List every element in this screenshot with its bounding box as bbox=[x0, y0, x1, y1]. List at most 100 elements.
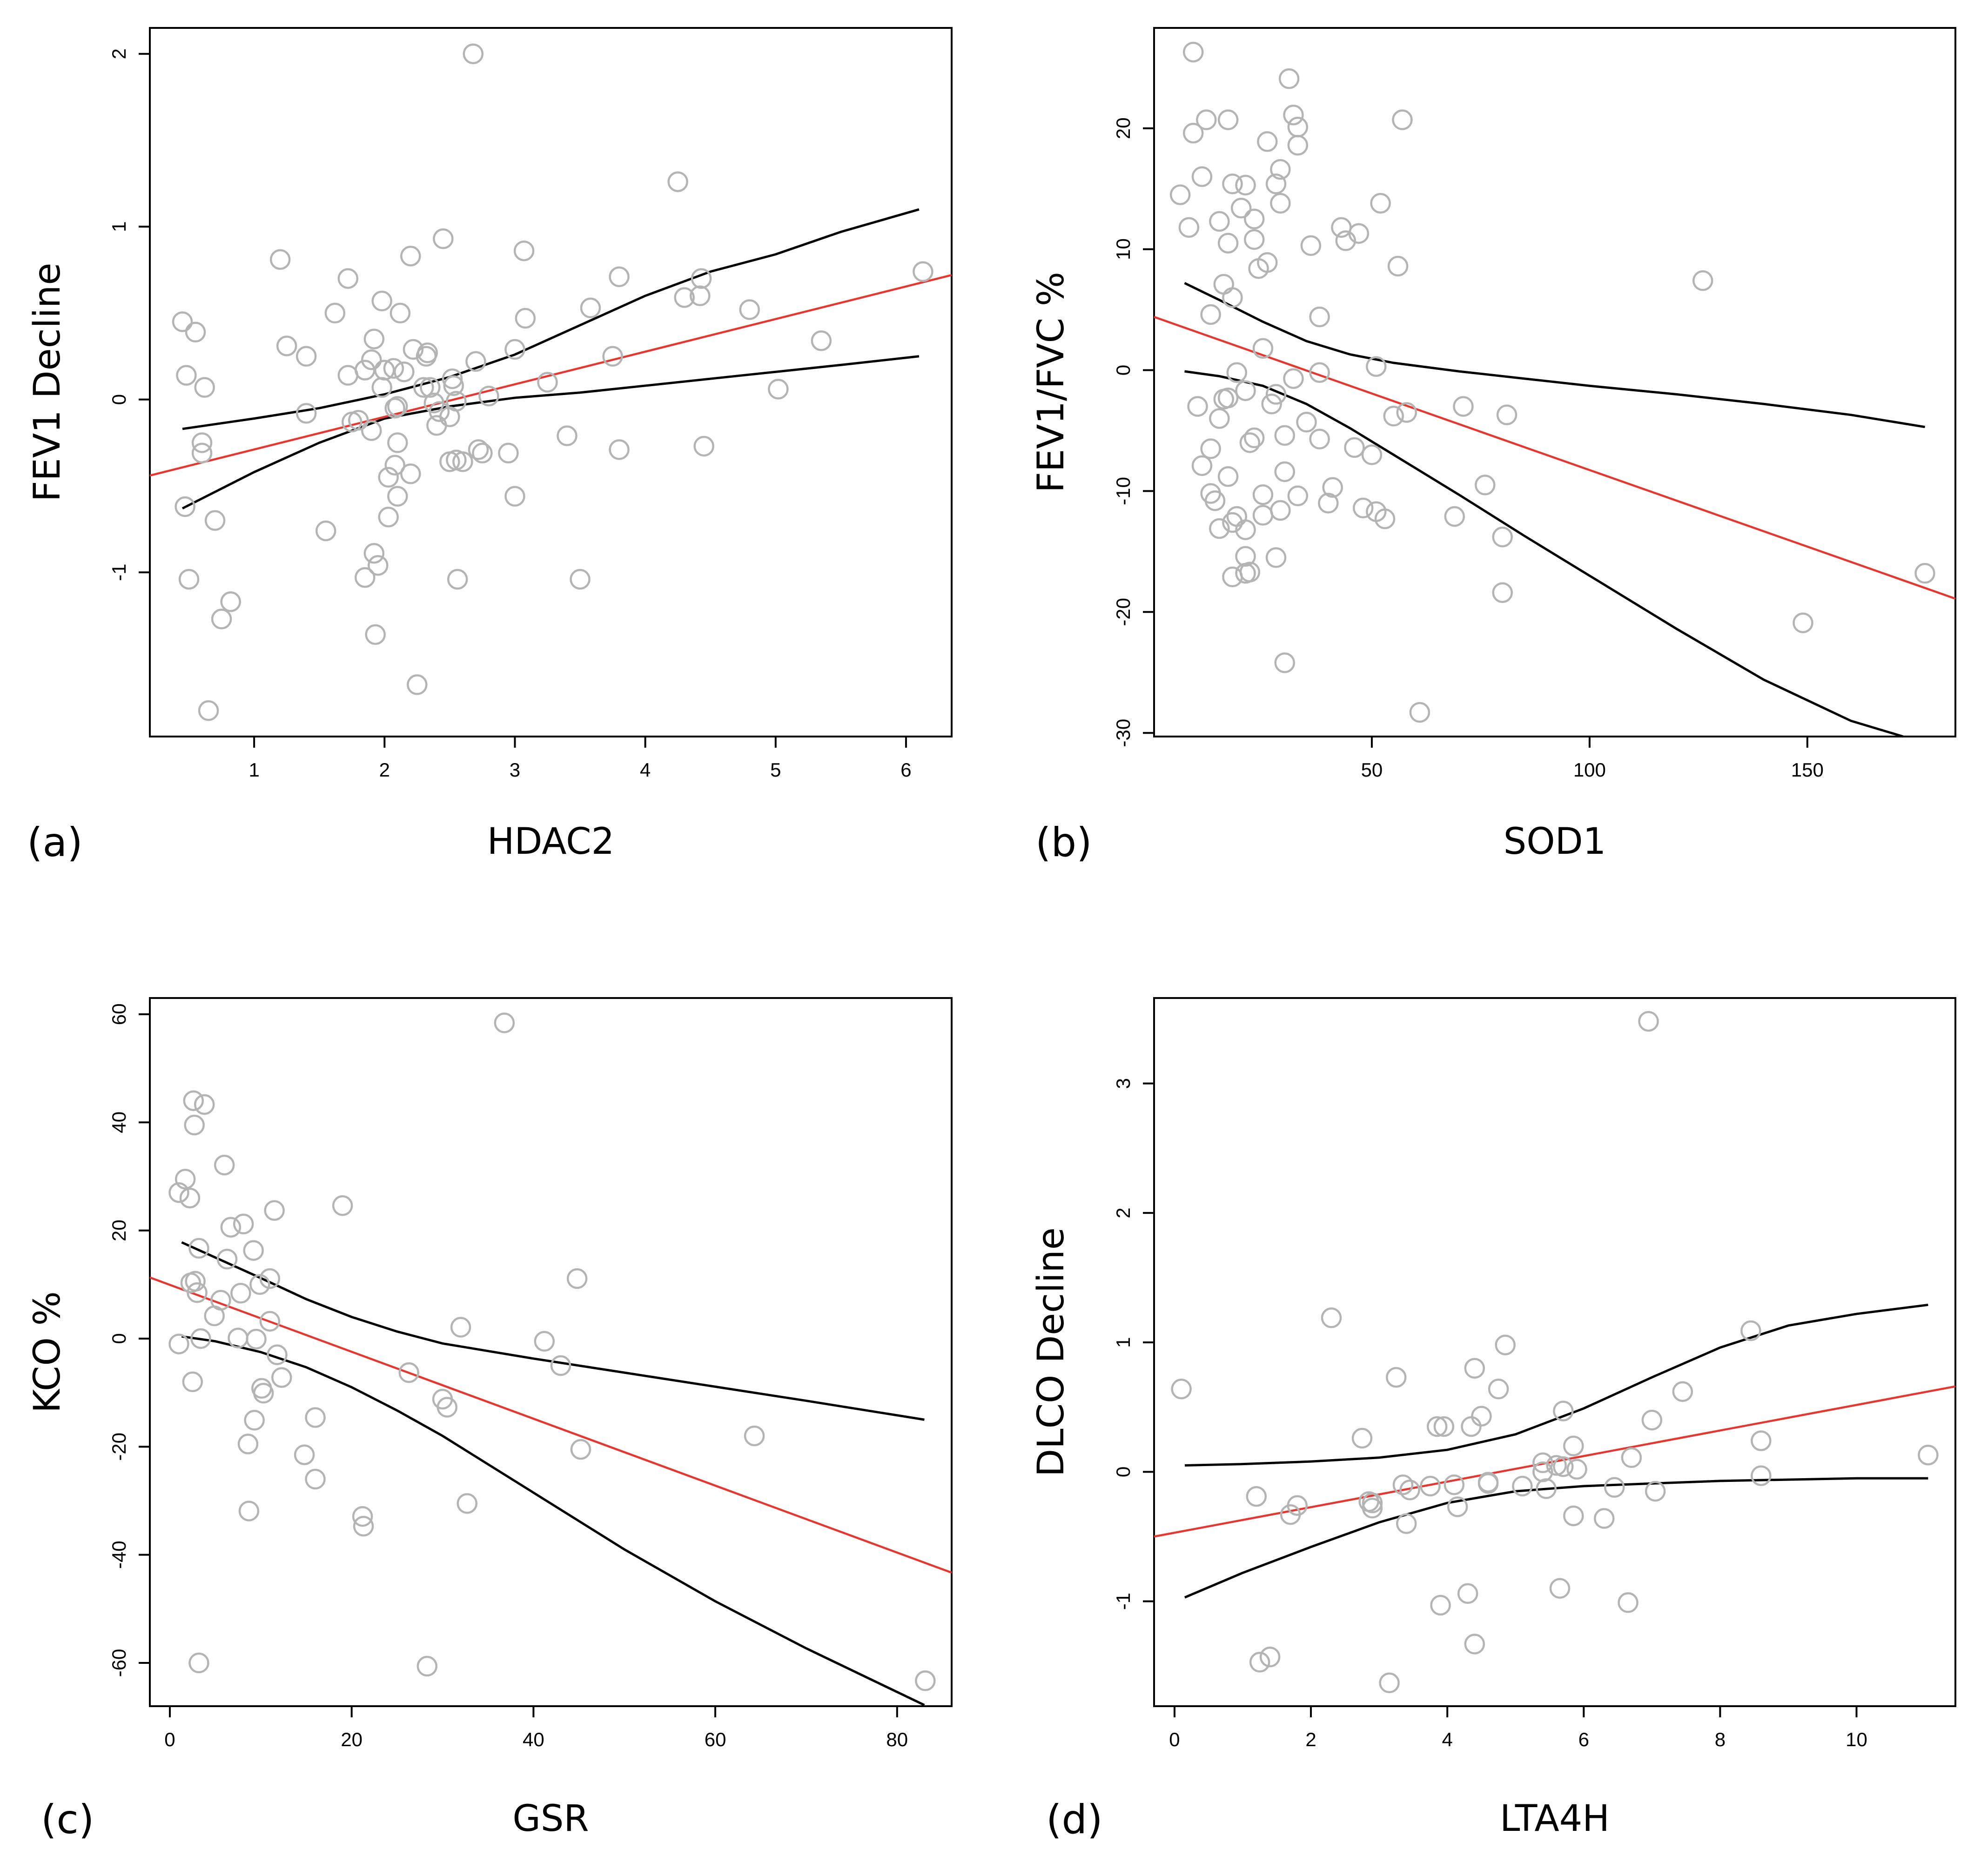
data-point bbox=[355, 360, 376, 381]
data-point bbox=[191, 432, 213, 453]
data-point bbox=[1444, 506, 1465, 527]
data-point bbox=[1426, 1416, 1448, 1437]
data-point bbox=[1464, 1358, 1485, 1379]
x-axis-ticks: 0 20 40 60 80 bbox=[164, 1706, 908, 1750]
data-point bbox=[1270, 193, 1291, 214]
panel-label: (d) bbox=[1046, 1796, 1103, 1843]
data-point bbox=[1383, 406, 1404, 427]
data-point bbox=[1226, 506, 1248, 527]
data-point bbox=[332, 1195, 353, 1216]
data-point bbox=[384, 455, 405, 476]
data-point bbox=[1287, 116, 1309, 138]
data-point bbox=[1270, 159, 1291, 180]
data-point bbox=[175, 496, 195, 517]
x-tick-label: 2 bbox=[379, 759, 390, 781]
data-point bbox=[1235, 546, 1256, 567]
data-point bbox=[1512, 1475, 1533, 1497]
data-point bbox=[342, 411, 363, 433]
x-tick-label: 3 bbox=[510, 759, 520, 781]
data-point bbox=[1249, 1652, 1270, 1673]
data-point bbox=[1420, 1475, 1441, 1497]
data-point bbox=[1296, 412, 1317, 433]
data-point bbox=[1274, 652, 1296, 673]
data-point bbox=[1217, 388, 1239, 409]
data-point bbox=[1235, 174, 1256, 196]
y-axis-ticks: -30 -20 -10 0 10 20 bbox=[1112, 117, 1154, 747]
data-point bbox=[259, 1311, 281, 1332]
y-axis-title: FEV1/FVC % bbox=[1030, 272, 1072, 493]
data-point bbox=[1200, 304, 1221, 325]
data-point bbox=[337, 365, 359, 386]
x-axis-title: HDAC2 bbox=[487, 821, 614, 863]
data-point bbox=[1348, 223, 1370, 244]
confidence-band bbox=[181, 208, 920, 509]
data-point bbox=[295, 403, 317, 424]
data-point bbox=[198, 700, 219, 721]
data-point bbox=[609, 266, 630, 288]
data-point bbox=[550, 1355, 571, 1376]
data-point bbox=[1209, 518, 1230, 539]
scatter-points bbox=[1169, 41, 1935, 723]
data-point bbox=[233, 1213, 254, 1234]
data-point bbox=[739, 299, 760, 320]
x-tick-label: 4 bbox=[640, 759, 651, 781]
data-point bbox=[472, 442, 493, 464]
data-point bbox=[513, 240, 535, 261]
data-point bbox=[1196, 109, 1217, 130]
data-point bbox=[1287, 1495, 1308, 1516]
data-point bbox=[1361, 444, 1383, 465]
data-point bbox=[220, 591, 241, 612]
data-point bbox=[515, 308, 536, 329]
data-point bbox=[175, 1168, 196, 1190]
data-point bbox=[1618, 1592, 1639, 1613]
data-point bbox=[269, 249, 291, 270]
x-tick-label: 6 bbox=[900, 759, 911, 781]
data-point bbox=[1344, 437, 1365, 458]
data-point bbox=[185, 1271, 206, 1292]
data-point bbox=[1309, 362, 1330, 383]
ci-lower-curve bbox=[1184, 370, 1904, 738]
data-point bbox=[246, 1328, 267, 1350]
scatter-points bbox=[1171, 1011, 1939, 1694]
data-point bbox=[387, 432, 408, 453]
y-tick-label: -1 bbox=[108, 563, 130, 581]
data-point bbox=[457, 1493, 478, 1514]
data-point bbox=[1379, 1672, 1400, 1694]
data-point bbox=[1318, 493, 1339, 514]
data-point bbox=[1239, 562, 1261, 583]
y-axis-title: DLCO Decline bbox=[1030, 1227, 1072, 1477]
data-point bbox=[436, 1397, 458, 1418]
data-point bbox=[1918, 1444, 1939, 1466]
data-point bbox=[1182, 122, 1204, 144]
data-point bbox=[1392, 109, 1413, 130]
data-point bbox=[1751, 1465, 1772, 1486]
data-point bbox=[468, 439, 489, 460]
data-point bbox=[243, 1240, 264, 1261]
x-axis-title: SOD1 bbox=[1504, 821, 1606, 863]
data-point bbox=[1204, 490, 1226, 511]
y-tick-label: -1 bbox=[1112, 1593, 1134, 1610]
data-point bbox=[744, 1425, 765, 1447]
data-point bbox=[1287, 485, 1309, 507]
data-point bbox=[420, 377, 441, 398]
data-point bbox=[220, 1217, 242, 1238]
ci-upper-curve bbox=[1184, 1303, 1928, 1467]
data-point bbox=[446, 391, 467, 412]
data-point bbox=[1309, 306, 1330, 328]
data-point bbox=[191, 442, 213, 464]
data-point bbox=[1396, 1513, 1417, 1534]
data-point bbox=[365, 624, 386, 645]
data-point bbox=[400, 463, 421, 484]
data-point bbox=[361, 420, 382, 441]
data-point bbox=[1213, 274, 1234, 295]
data-point bbox=[276, 335, 297, 356]
data-point bbox=[1252, 338, 1274, 359]
regression-line bbox=[149, 274, 952, 477]
data-point bbox=[1191, 455, 1213, 476]
data-point bbox=[168, 1182, 189, 1203]
data-point bbox=[187, 1282, 208, 1303]
data-point bbox=[443, 375, 464, 396]
data-point bbox=[352, 1506, 373, 1527]
x-tick-label: 60 bbox=[705, 1729, 726, 1750]
plot-frame bbox=[1153, 997, 1956, 1707]
